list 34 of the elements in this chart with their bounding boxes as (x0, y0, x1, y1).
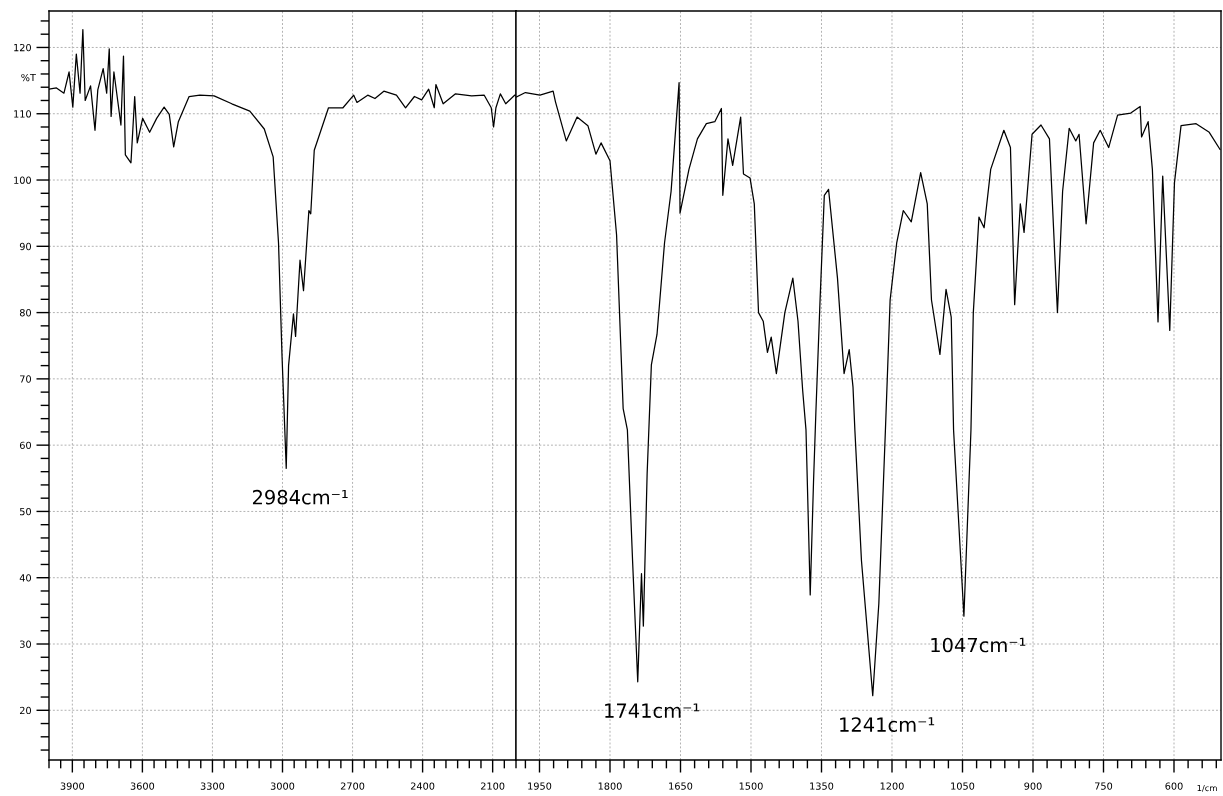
y-tick-label: 110 (14, 110, 31, 118)
x-tick-label: 3000 (270, 782, 295, 790)
y-tick-label: 60 (19, 441, 31, 449)
y-tick-label: 20 (19, 706, 31, 715)
y-axis-title: %T (21, 73, 36, 82)
x-axis-title: 1/cm (1197, 784, 1217, 792)
annotation: 1241cm⁻¹ (840, 717, 935, 732)
x-tick-label: 2700 (340, 782, 365, 790)
y-tick-label: 30 (20, 640, 31, 648)
y-tick-label: 80 (19, 309, 31, 317)
x-tick-label: 900 (1024, 782, 1042, 790)
annotation: 2984cm⁻¹ (252, 489, 348, 505)
x-tick-label: 1800 (598, 782, 622, 790)
x-tick-label: 3300 (200, 782, 225, 790)
x-tick-label: 1350 (810, 782, 834, 790)
x-tick-label: 1500 (739, 782, 763, 790)
y-tick-label: 120 (14, 43, 31, 52)
annotation: 1047cm⁻¹ (931, 637, 1026, 653)
x-tick-label: 750 (1095, 782, 1113, 790)
y-tick-label: 90 (19, 242, 31, 251)
x-tick-label: 3900 (60, 782, 85, 790)
x-tick-label: 2100 (480, 782, 505, 790)
x-tick-label: 2400 (410, 782, 435, 790)
x-tick-label: 1050 (951, 782, 975, 790)
y-tick-label: 40 (19, 574, 31, 582)
y-tick-label: 70 (20, 375, 31, 383)
x-tick-label: 600 (1165, 782, 1183, 790)
x-tick-label: 1650 (669, 782, 693, 790)
y-tick-label: 50 (20, 507, 31, 516)
x-tick-label: 1950 (528, 782, 552, 790)
y-tick-label: 100 (14, 176, 31, 184)
x-tick-label: 3600 (130, 782, 155, 790)
annotation: 1741cm⁻¹ (605, 703, 700, 718)
x-tick-label: 1200 (880, 782, 904, 790)
